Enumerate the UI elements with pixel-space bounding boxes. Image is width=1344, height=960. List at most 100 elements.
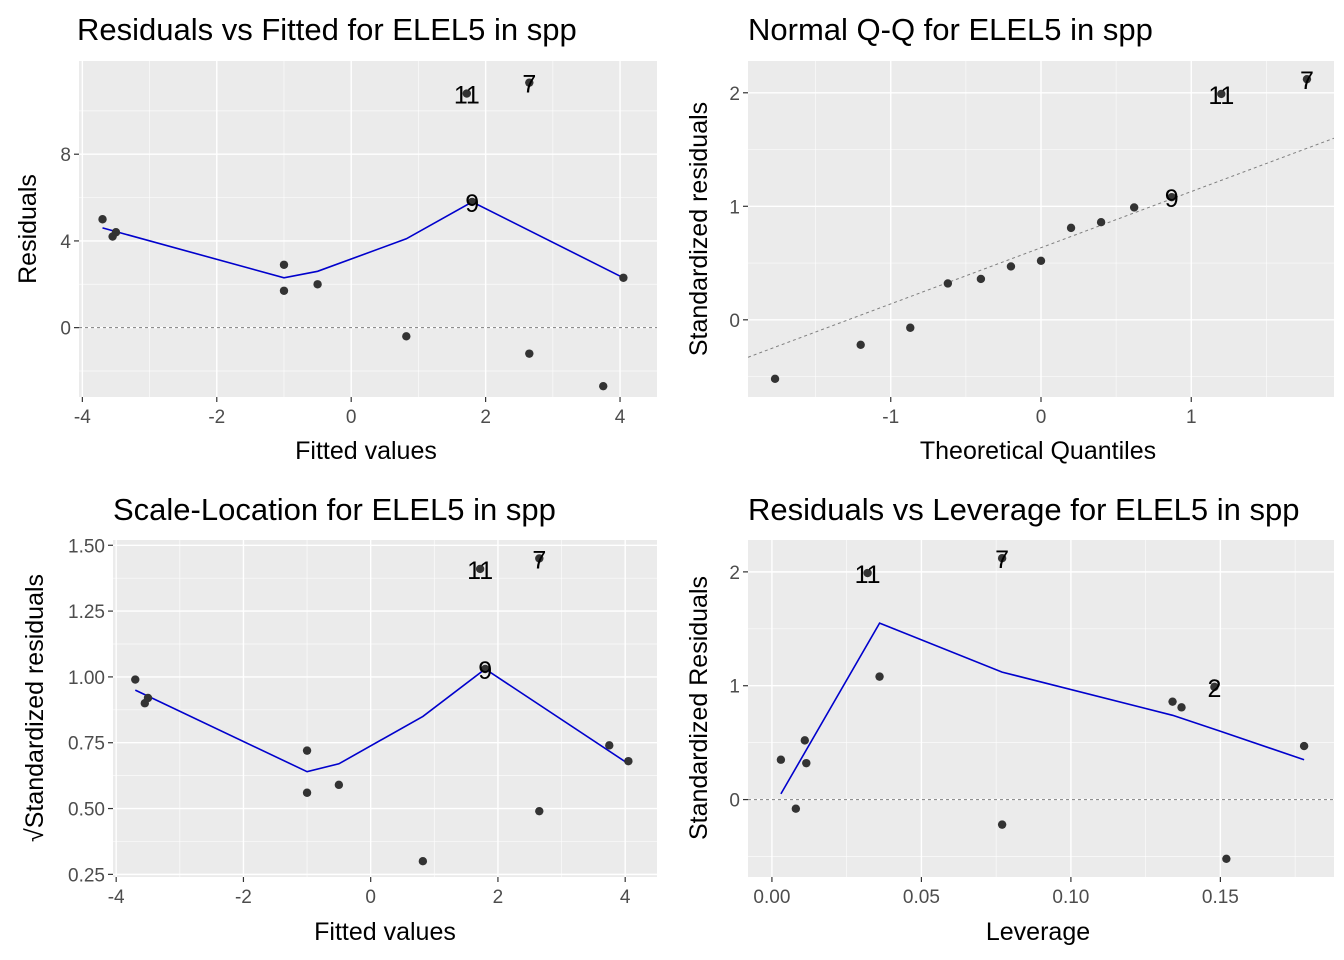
data-point-3 [111, 228, 121, 237]
chart-title: Residuals vs Leverage for ELEL5 in spp [748, 492, 1299, 527]
y-axis-title: Standardized Residuals [685, 576, 713, 840]
x-tick-label: 1 [1186, 407, 1197, 428]
y-tick-label: 1 [729, 197, 740, 218]
data-point-7 [997, 554, 1007, 563]
data-point-10 [525, 349, 534, 358]
data-point-6 [875, 672, 884, 681]
data-point-9 [481, 664, 490, 674]
smooth-line [102, 200, 624, 279]
data-point-10 [535, 806, 544, 816]
data-point-13 [624, 756, 633, 766]
data-point-13 [619, 273, 628, 282]
x-axis-title: Fitted values [314, 918, 456, 946]
y-tick-label: 0.50 [68, 800, 105, 821]
x-tick-label: 0.05 [903, 887, 940, 908]
point-label: 9 [465, 190, 479, 218]
smooth-line [134, 668, 629, 773]
data-point-3 [906, 323, 915, 332]
point-label: 11 [855, 561, 881, 589]
y-tick-label: 1 [729, 677, 740, 698]
data-point-1 [776, 755, 786, 764]
y-tick-label: 1.25 [68, 602, 105, 623]
point-label: 11 [467, 557, 493, 585]
gridlines [113, 540, 657, 877]
x-tick-label: 0 [1036, 407, 1047, 428]
panel-3: 11 7 9 -4 -2 0 2 4 0.25 0.50 0.75 1.00 1.25 1.50 Scale… [21, 492, 657, 946]
data-point-9 [467, 197, 477, 207]
data-point-1 [98, 215, 107, 224]
panel-4: 11 7 2 0.00 0.05 0.10 0.15 0 1 2 Residuals vs Leve… [685, 492, 1334, 946]
data-point-6 [1006, 262, 1016, 271]
data-point-11 [535, 554, 544, 563]
x-tick-label: -1 [882, 407, 899, 428]
data-point-4 [302, 746, 312, 755]
y-tick-label: 0 [729, 311, 740, 332]
y-tick-label: 0.25 [68, 865, 105, 886]
point-label: 9 [478, 657, 492, 685]
y-tick-label: 0 [729, 791, 740, 812]
panel-1: 11 7 9 -4 -2 0 2 4 0 4 8 Residuals vs Fitted for EL… [14, 12, 657, 465]
y-tick-label: 0 [60, 319, 71, 340]
data-point-2 [791, 804, 801, 813]
data-point-13 [1302, 74, 1312, 84]
y-axis-title: Standardized residuals [685, 102, 713, 356]
qq-reference-line [748, 137, 1334, 358]
chart-title: Normal Q-Q for ELEL5 in spp [748, 12, 1153, 47]
x-tick-label: 4 [620, 887, 631, 908]
point-label: 7 [1300, 67, 1314, 95]
x-tick-label: -2 [208, 407, 225, 428]
data-point-8 [997, 820, 1007, 829]
point-label: 11 [454, 82, 480, 110]
data-point-8 [1066, 223, 1076, 233]
y-axis-title: Residuals [14, 174, 42, 284]
chart-title: Scale-Location for ELEL5 in spp [113, 492, 556, 527]
data-point-8 [462, 89, 471, 98]
data-point-11 [525, 78, 534, 87]
panel-2: 11 7 9 -1 0 1 0 1 2 Normal Q-Q for ELEL5 in spp Th… [685, 12, 1334, 465]
data-point-1 [770, 374, 780, 384]
point-label: 7 [532, 546, 546, 574]
x-tick-label: -2 [235, 887, 252, 908]
y-tick-label: 1.00 [68, 668, 105, 689]
data-point-4 [802, 758, 811, 768]
y-tick-label: 4 [60, 232, 71, 253]
data-point-7 [1036, 256, 1046, 265]
panel-background [79, 61, 657, 397]
data-point-13 [1299, 741, 1309, 751]
x-tick-label: 2 [480, 407, 491, 428]
data-point-9 [1168, 697, 1177, 706]
data-point-5 [976, 274, 986, 284]
data-point-12 [1222, 854, 1231, 863]
panel-background [113, 540, 657, 877]
x-tick-label: 4 [615, 407, 626, 428]
x-tick-label: 0 [346, 407, 357, 428]
y-tick-label: 2 [729, 84, 740, 105]
data-point-10 [1177, 703, 1186, 712]
x-axis-title: Theoretical Quantiles [920, 437, 1156, 465]
data-point-9 [1096, 217, 1106, 227]
x-axis-title: Fitted values [295, 437, 437, 465]
data-point-10 [1129, 203, 1139, 212]
panel-background [748, 540, 1334, 877]
data-point-8 [475, 564, 485, 574]
data-point-7 [402, 332, 411, 341]
data-point-12 [1217, 89, 1226, 99]
x-tick-label: 0 [365, 887, 376, 908]
x-tick-label: -4 [74, 407, 91, 428]
x-tick-label: -4 [108, 887, 125, 908]
data-point-4 [279, 260, 289, 269]
data-point-7 [418, 857, 428, 866]
data-point-3 [800, 736, 810, 745]
point-label: 9 [1165, 185, 1179, 213]
x-tick-label: 0.15 [1202, 887, 1239, 908]
data-point-6 [334, 780, 344, 790]
data-point-3 [143, 693, 153, 703]
point-label: 11 [1208, 82, 1234, 110]
data-point-11 [1167, 193, 1176, 202]
data-point-12 [605, 741, 614, 750]
data-point-4 [943, 279, 953, 288]
y-tick-label: 0.75 [68, 734, 105, 755]
data-point-6 [313, 280, 322, 289]
data-point-1 [131, 675, 140, 684]
